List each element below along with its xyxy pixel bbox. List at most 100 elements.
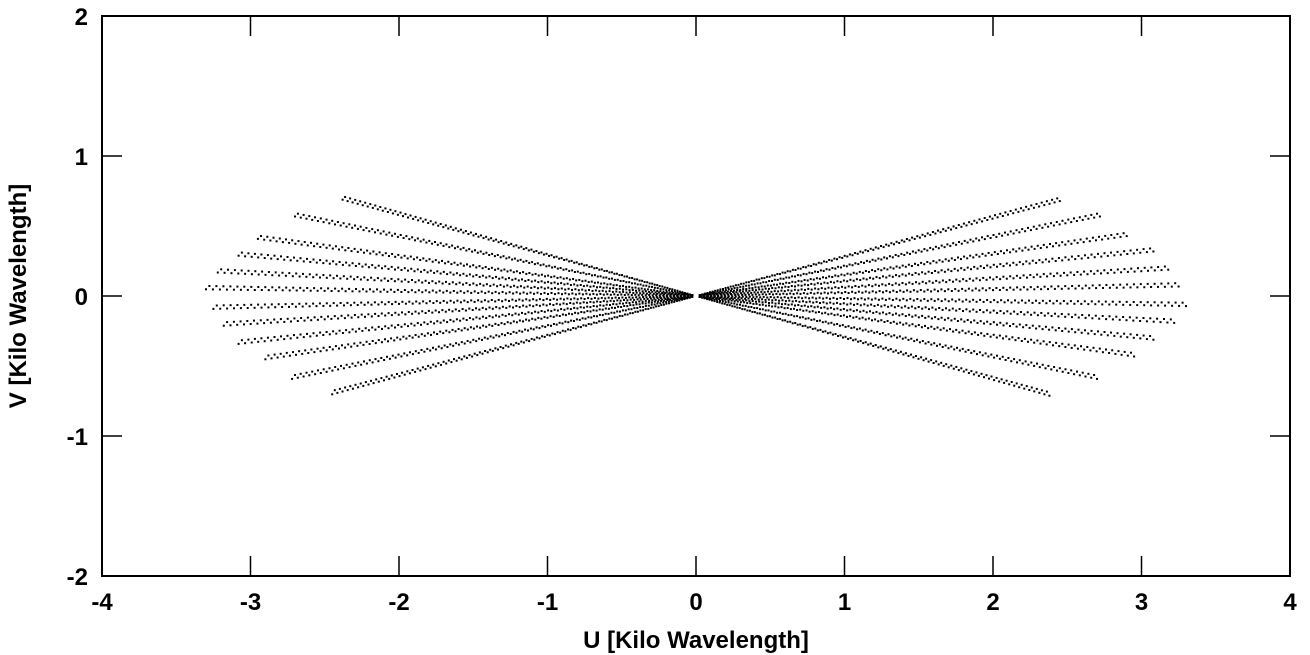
data-point (580, 262, 583, 265)
data-point (1045, 390, 1048, 393)
x-axis-title: U [Kilo Wavelength] (583, 627, 809, 654)
data-point (264, 273, 267, 276)
data-point (408, 238, 411, 241)
data-point (642, 309, 645, 312)
data-point (460, 341, 463, 344)
data-point (868, 291, 871, 294)
data-point (750, 298, 753, 301)
data-point (439, 330, 442, 333)
data-point (619, 310, 621, 313)
data-point (491, 292, 494, 295)
data-point (983, 238, 986, 241)
data-point (953, 267, 956, 270)
data-point (1020, 383, 1023, 386)
data-point (815, 300, 818, 303)
data-point (1122, 303, 1125, 306)
data-point (1140, 270, 1143, 273)
data-point (851, 254, 854, 257)
data-point (529, 327, 532, 330)
data-point (359, 248, 362, 251)
data-point (1045, 200, 1048, 203)
data-point (888, 291, 891, 294)
data-point (865, 259, 868, 262)
data-point (711, 290, 714, 293)
data-point (267, 289, 270, 292)
data-point (806, 326, 809, 329)
data-point (538, 298, 541, 301)
data-point (777, 302, 780, 305)
data-point (1027, 248, 1030, 251)
data-point (1098, 317, 1101, 320)
data-point (802, 300, 804, 303)
data-point (727, 295, 730, 298)
data-point (728, 291, 731, 294)
data-point (507, 244, 510, 246)
data-point (728, 304, 731, 307)
data-point (459, 262, 462, 265)
data-point (341, 344, 343, 347)
data-point (403, 267, 406, 270)
data-point (593, 274, 596, 277)
data-point (962, 278, 965, 281)
data-point (864, 285, 867, 288)
data-point (436, 243, 439, 246)
data-point (230, 272, 233, 275)
data-point (353, 301, 356, 304)
data-point (785, 281, 788, 284)
uv-track (699, 295, 1187, 308)
data-point (589, 300, 592, 303)
data-point (1178, 304, 1181, 307)
data-point (433, 271, 436, 274)
data-point (874, 283, 877, 286)
data-point (305, 371, 308, 374)
data-point (386, 355, 388, 358)
data-point (1021, 249, 1024, 252)
data-point (397, 324, 400, 326)
data-point (494, 290, 497, 293)
data-point (711, 299, 714, 302)
data-point (784, 285, 787, 288)
data-point (288, 305, 290, 308)
data-point (748, 287, 751, 290)
data-point (913, 340, 916, 343)
data-point (802, 272, 805, 275)
data-point (779, 282, 782, 285)
data-point (524, 280, 527, 282)
data-point (944, 229, 947, 232)
data-point (867, 250, 870, 253)
data-point (267, 306, 270, 309)
data-point (962, 370, 965, 373)
data-point (794, 285, 796, 288)
data-point (471, 355, 474, 358)
data-point (1054, 260, 1057, 262)
data-point (438, 289, 441, 292)
data-point (595, 309, 598, 312)
data-point (750, 291, 753, 294)
data-point (715, 297, 717, 300)
data-point (612, 287, 615, 290)
data-point (223, 271, 226, 274)
data-point (909, 252, 911, 255)
data-point (733, 302, 736, 305)
data-point (273, 336, 276, 338)
data-point (419, 369, 422, 372)
data-point (423, 350, 426, 353)
data-point (675, 292, 677, 295)
data-point (748, 309, 751, 312)
data-point (527, 249, 530, 252)
data-point (794, 304, 796, 307)
data-point (807, 305, 810, 308)
data-point (1032, 225, 1035, 228)
data-point (986, 320, 989, 323)
data-point (837, 265, 840, 268)
data-point (573, 320, 575, 322)
data-point (582, 306, 585, 309)
data-point (232, 288, 235, 291)
data-point (861, 291, 864, 294)
data-point (857, 263, 860, 266)
data-point (367, 383, 370, 386)
data-point (286, 256, 289, 258)
data-point (908, 324, 911, 327)
data-point (1166, 321, 1169, 324)
data-point (918, 236, 921, 239)
